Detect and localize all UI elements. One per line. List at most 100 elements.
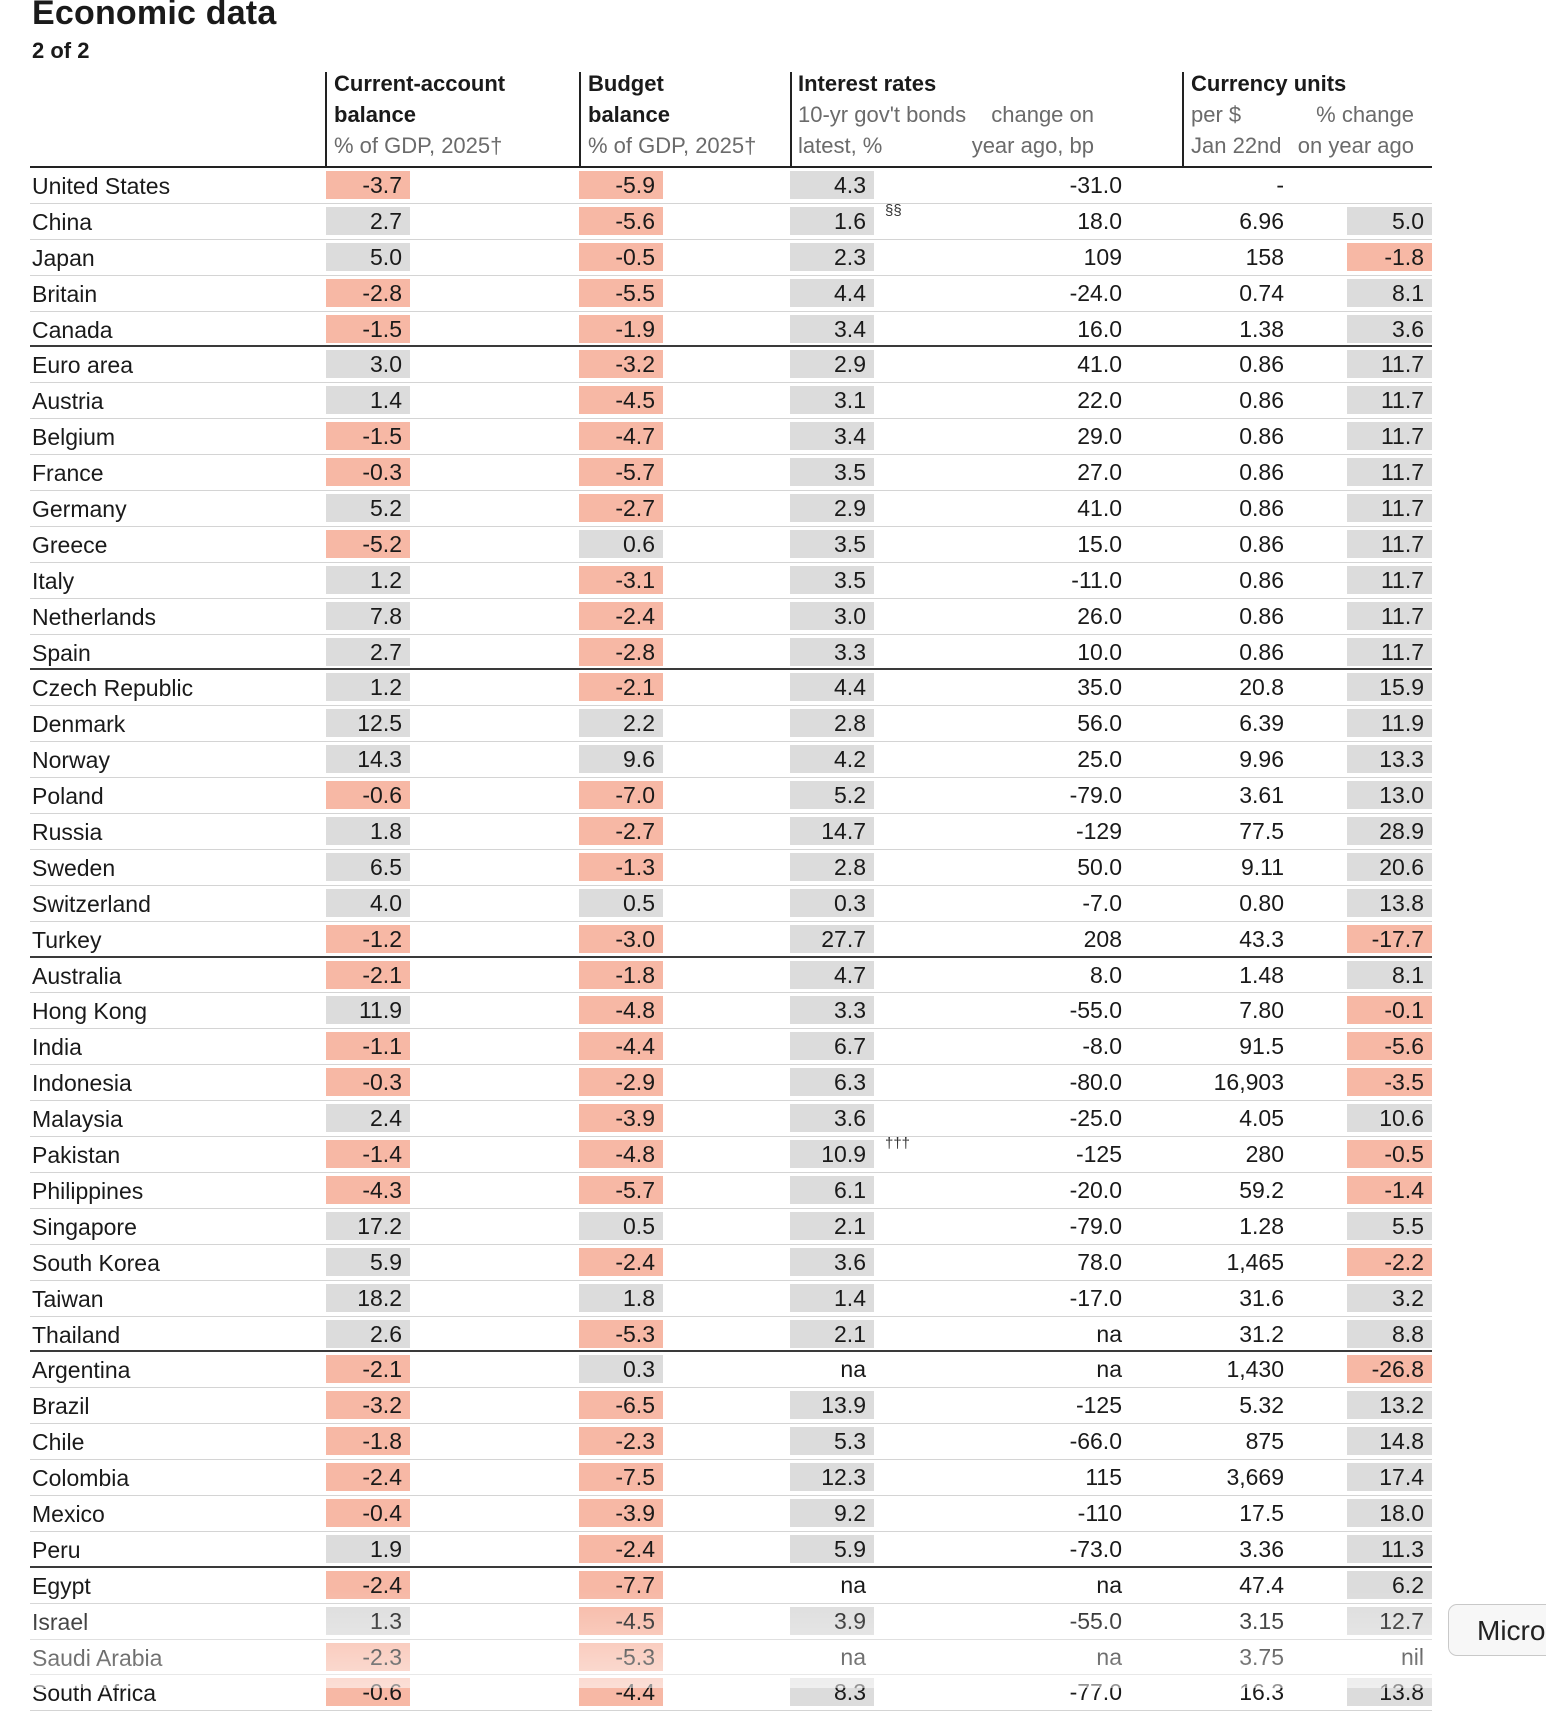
currency-per-dollar-cell: 1.38 [1239, 315, 1284, 342]
currency-change-cell: -1.4 [1347, 1175, 1432, 1204]
overlay-button[interactable]: Micro [1448, 1604, 1546, 1656]
current-account-cell: -4.3 [326, 1175, 410, 1204]
country-name: Colombia [32, 1465, 130, 1492]
current-account-cell: 1.8 [326, 817, 410, 846]
bond-yield-cell: 10.9 [790, 1140, 874, 1169]
country-name: Greece [32, 531, 108, 558]
currency-per-dollar-cell: 0.86 [1239, 530, 1284, 557]
header-pct-change: % change on year ago [1292, 99, 1414, 161]
bond-yield-cell: 3.4 [790, 422, 874, 451]
table-row: Argentina -2.1 0.3 na na 1,430 -26.8 [30, 1352, 1432, 1389]
country-name: Germany [32, 496, 127, 523]
currency-change-cell: -26.8 [1347, 1355, 1432, 1384]
current-account-cell: -2.4 [326, 1570, 410, 1599]
currency-change-cell: -0.5 [1347, 1140, 1432, 1169]
currency-change-cell: 13.0 [1347, 781, 1432, 810]
header-pct-sub1: % change [1316, 102, 1414, 127]
current-account-cell: 7.8 [326, 601, 410, 630]
country-name: Singapore [32, 1213, 137, 1240]
bond-change-cell: na [1096, 1356, 1122, 1383]
currency-per-dollar-cell: 6.96 [1239, 207, 1284, 234]
table-row: Thailand 2.6 -5.3 2.1 na 31.2 8.8 [30, 1317, 1432, 1353]
table-row: South Korea 5.9 -2.4 3.6 78.0 1,465 -2.2 [30, 1245, 1432, 1281]
budget-balance-cell: 0.5 [579, 1211, 663, 1240]
budget-balance-cell: -2.7 [579, 817, 663, 846]
country-name: Britain [32, 280, 98, 307]
currency-change-cell: 14.8 [1347, 1427, 1432, 1456]
currency-change-cell: 6.2 [1347, 1570, 1432, 1599]
currency-change-cell: 11.3 [1347, 1534, 1432, 1563]
budget-balance-cell: 2.2 [579, 709, 663, 738]
country-name: Philippines [32, 1177, 144, 1204]
currency-change-cell: 11.7 [1347, 601, 1432, 630]
currency-change-cell: 28.9 [1347, 817, 1432, 846]
table-row: Japan 5.0 -0.5 2.3 109 158 -1.8 [30, 240, 1432, 276]
bond-change-cell: 10.0 [1077, 638, 1122, 665]
currency-change-cell: 13.8 [1347, 888, 1432, 917]
country-name: Thailand [32, 1321, 121, 1348]
column-rule-interest [790, 72, 792, 168]
bond-change-cell: -66.0 [1069, 1428, 1122, 1455]
bond-yield-cell: 3.5 [790, 458, 874, 487]
budget-balance-cell: -4.7 [579, 422, 663, 451]
currency-per-dollar-cell: 17.5 [1239, 1499, 1284, 1526]
country-name: Indonesia [32, 1070, 132, 1097]
currency-per-dollar-cell: 31.6 [1239, 1284, 1284, 1311]
table-row: Saudi Arabia -2.3 -5.3 na na 3.75 nil [30, 1640, 1432, 1676]
bond-change-cell: 109 [1083, 243, 1122, 270]
bond-yield-cell: 2.9 [790, 350, 874, 379]
currency-per-dollar-cell: 9.96 [1239, 746, 1284, 773]
bond-yield-cell: 2.1 [790, 1319, 874, 1348]
bond-change-cell: -20.0 [1069, 1176, 1122, 1203]
currency-change-cell: 11.7 [1347, 386, 1432, 415]
bond-change-cell: -11.0 [1071, 566, 1122, 593]
header-chg-sub2: year ago, bp [971, 133, 1094, 158]
budget-balance-cell: -5.3 [579, 1642, 663, 1671]
current-account-cell: 1.2 [326, 565, 410, 594]
budget-balance-cell: -2.9 [579, 1068, 663, 1097]
table-row: Indonesia -0.3 -2.9 6.3 -80.0 16,903 -3.5 [30, 1065, 1432, 1102]
currency-per-dollar-cell: 47.4 [1239, 1571, 1284, 1598]
table-row: Singapore 17.2 0.5 2.1 -79.0 1.28 5.5 [30, 1209, 1432, 1245]
currency-per-dollar-cell: 0.86 [1239, 387, 1284, 414]
currency-change-cell: -5.6 [1347, 1032, 1432, 1061]
header-fx-title: Currency units [1191, 71, 1347, 96]
country-name: Israel [32, 1608, 89, 1635]
currency-per-dollar-cell: 43.3 [1239, 925, 1284, 952]
bond-yield-cell: 5.3 [790, 1427, 874, 1456]
budget-balance-cell: -3.1 [579, 565, 663, 594]
bond-change-cell: 15.0 [1077, 530, 1122, 557]
currency-per-dollar-cell: 158 [1245, 243, 1284, 270]
currency-per-dollar-cell: 0.74 [1239, 279, 1284, 306]
bond-yield-cell: 6.1 [790, 1175, 874, 1204]
bond-yield-cell: 3.3 [790, 637, 874, 666]
currency-change-cell: 12.7 [1347, 1606, 1432, 1635]
budget-balance-cell: -2.1 [579, 673, 663, 702]
bond-change-cell: -24.0 [1069, 279, 1122, 306]
table-row: Colombia -2.4 -7.5 12.3 115 3,669 17.4 [30, 1460, 1432, 1496]
country-name: Canada [32, 316, 113, 343]
currency-per-dollar-cell: 875 [1245, 1428, 1284, 1455]
budget-balance-cell: -4.8 [579, 996, 663, 1025]
country-name: Saudi Arabia [32, 1644, 163, 1671]
country-name: Chile [32, 1429, 85, 1456]
currency-per-dollar-cell: 6.39 [1239, 710, 1284, 737]
currency-per-dollar-cell: 0.86 [1239, 566, 1284, 593]
header-ir-sub2: latest, % [798, 133, 883, 158]
current-account-cell: 2.7 [326, 206, 410, 235]
bond-yield-cell: 3.0 [790, 601, 874, 630]
currency-per-dollar-cell: 77.5 [1239, 818, 1284, 845]
budget-balance-cell: -7.0 [579, 781, 663, 810]
current-account-cell: -2.3 [326, 1642, 410, 1671]
country-name: India [32, 1034, 82, 1061]
country-name: Spain [32, 639, 91, 666]
header-ir-sub1: 10-yr gov't bonds [798, 102, 967, 127]
currency-change-cell: 11.7 [1347, 637, 1432, 666]
current-account-cell: 5.9 [326, 1247, 410, 1276]
column-rule-budget [579, 72, 581, 168]
table-row: Czech Republic 1.2 -2.1 4.4 35.0 20.8 15.9 [30, 670, 1432, 707]
bond-change-cell: -73.0 [1069, 1535, 1122, 1562]
bond-change-cell: 41.0 [1077, 351, 1122, 378]
budget-balance-cell: -5.7 [579, 1175, 663, 1204]
current-account-cell: -3.2 [326, 1391, 410, 1420]
